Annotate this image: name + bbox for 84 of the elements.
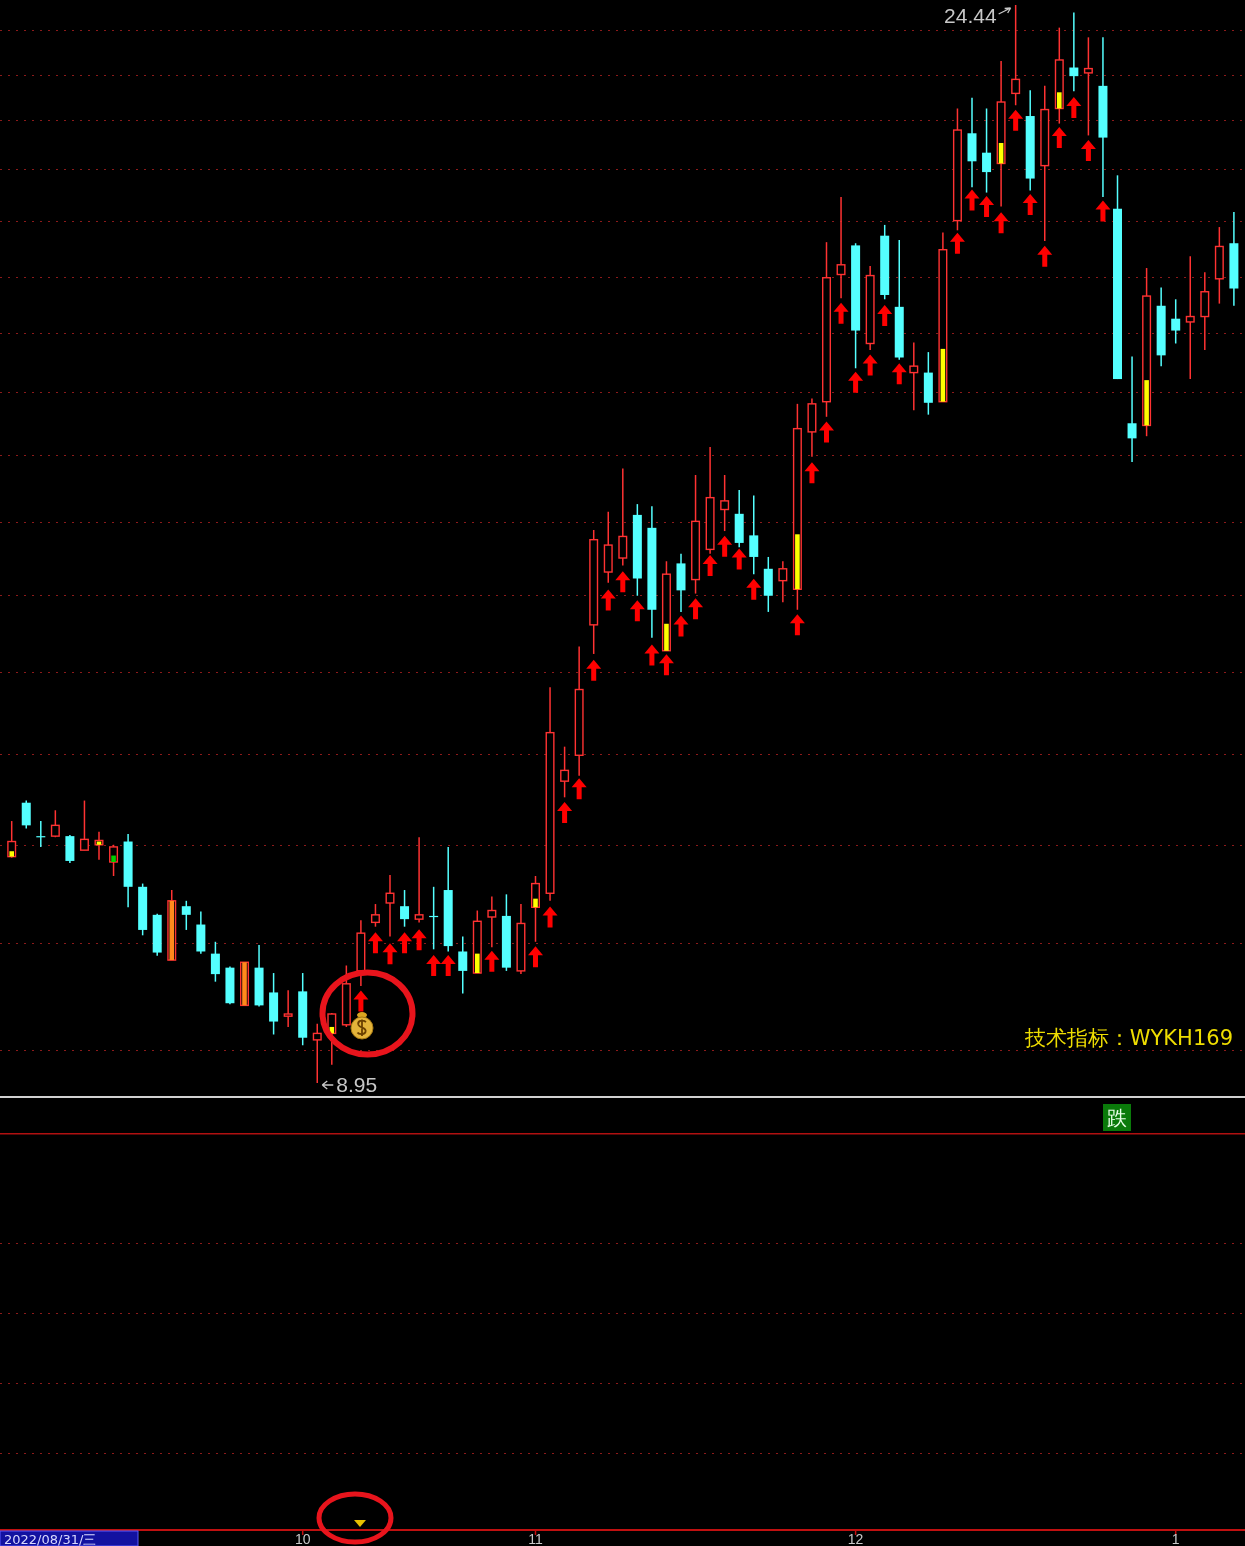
text: 2022/08/31/三 bbox=[4, 1532, 97, 1546]
point bbox=[658, 654, 674, 676]
point bbox=[426, 955, 442, 976]
annotation: 24.44 bbox=[944, 4, 997, 27]
candlestick bbox=[1171, 298, 1181, 345]
point bbox=[891, 363, 907, 385]
candlestick bbox=[720, 474, 730, 532]
candlestick bbox=[618, 467, 628, 567]
candlestick bbox=[778, 560, 788, 603]
candlestick bbox=[458, 935, 468, 995]
point bbox=[557, 801, 573, 823]
point bbox=[949, 232, 965, 254]
point bbox=[848, 371, 864, 393]
annotation: 8.95 bbox=[336, 1073, 378, 1096]
point bbox=[411, 929, 427, 951]
point bbox=[367, 932, 383, 954]
candlestick bbox=[385, 874, 395, 938]
point bbox=[440, 955, 456, 976]
bar bbox=[9, 851, 14, 857]
candlestick bbox=[1127, 355, 1137, 463]
point bbox=[993, 212, 1009, 234]
point bbox=[382, 943, 398, 965]
candlestick bbox=[909, 341, 919, 412]
point bbox=[688, 598, 704, 620]
bar bbox=[795, 534, 800, 590]
point bbox=[586, 659, 602, 681]
bar bbox=[533, 898, 538, 908]
point bbox=[615, 571, 631, 593]
point bbox=[1095, 200, 1111, 222]
annotation: 技术指标：WYKH169 bbox=[1023, 1026, 1233, 1050]
point bbox=[1080, 140, 1096, 162]
point bbox=[789, 614, 805, 636]
x-tick-label: 12 bbox=[847, 1531, 864, 1546]
point bbox=[862, 354, 878, 376]
point bbox=[1037, 245, 1053, 267]
candlestick bbox=[400, 889, 410, 928]
x-tick-label: 11 bbox=[528, 1531, 543, 1546]
point bbox=[673, 615, 689, 637]
bar bbox=[1144, 380, 1149, 426]
x-tick-label: 1 bbox=[1171, 1531, 1180, 1546]
candlestick bbox=[1011, 4, 1021, 106]
candlestick bbox=[414, 836, 424, 924]
point bbox=[717, 535, 733, 557]
point bbox=[484, 950, 500, 972]
point bbox=[629, 600, 645, 622]
candlestick bbox=[181, 900, 191, 931]
candlestick bbox=[1083, 36, 1093, 137]
candlestick bbox=[487, 895, 497, 948]
bar bbox=[111, 855, 116, 863]
point bbox=[746, 578, 762, 600]
candlestick bbox=[1069, 11, 1079, 92]
point bbox=[979, 196, 995, 218]
point bbox=[600, 589, 616, 611]
candlestick bbox=[79, 799, 89, 851]
point bbox=[1008, 109, 1024, 131]
candlestick bbox=[1185, 255, 1195, 380]
candlestick bbox=[50, 809, 60, 838]
point bbox=[1066, 96, 1082, 118]
candlestick bbox=[836, 196, 846, 299]
point bbox=[644, 644, 660, 666]
point bbox=[1051, 127, 1067, 149]
bar bbox=[664, 623, 669, 651]
point bbox=[964, 189, 980, 211]
candlestick bbox=[749, 494, 759, 575]
bar bbox=[1057, 92, 1062, 109]
point bbox=[542, 906, 558, 928]
x-tick-label: 10 bbox=[294, 1531, 311, 1546]
point bbox=[1022, 193, 1038, 215]
candlestick bbox=[210, 941, 220, 983]
candlestick bbox=[21, 799, 31, 830]
candlestick bbox=[312, 1022, 322, 1084]
candlestick bbox=[370, 903, 380, 928]
candlestick bbox=[283, 989, 293, 1028]
candlestick bbox=[982, 107, 992, 194]
point bbox=[804, 462, 820, 484]
point bbox=[731, 548, 747, 570]
bar bbox=[475, 953, 480, 974]
point bbox=[353, 990, 369, 1012]
point bbox=[702, 555, 718, 577]
point bbox=[877, 304, 893, 326]
point bbox=[571, 778, 587, 800]
point bbox=[397, 932, 413, 954]
point bbox=[833, 302, 849, 324]
candlestick bbox=[560, 745, 570, 799]
